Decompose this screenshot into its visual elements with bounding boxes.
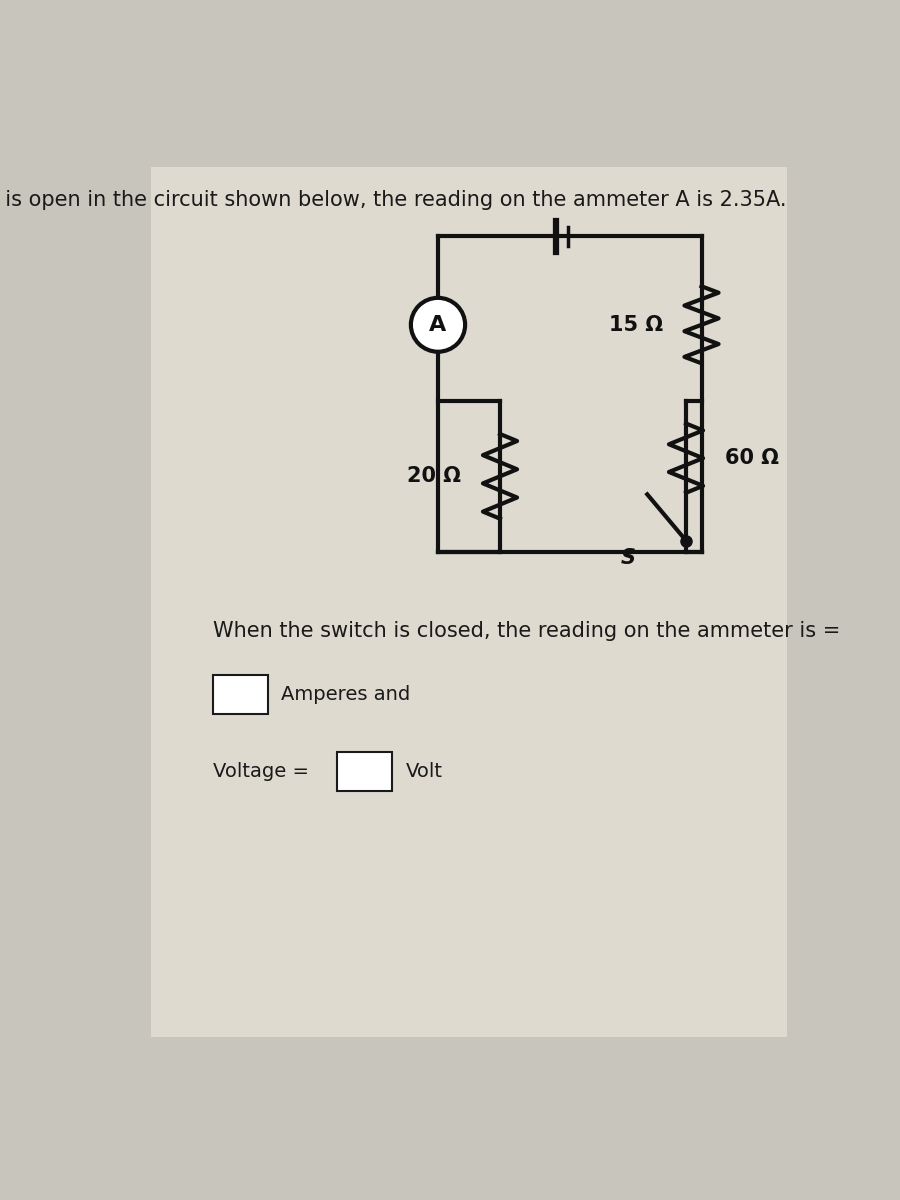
Circle shape [411,298,465,352]
Text: When the switch is closed, the reading on the ammeter is =: When the switch is closed, the reading o… [213,622,841,641]
Text: 60 Ω: 60 Ω [724,448,778,468]
Bar [213,676,267,714]
Text: A: A [429,314,446,335]
Text: Voltage =: Voltage = [213,762,310,781]
Text: 20 Ω: 20 Ω [407,467,461,486]
Text: When the switch S is open in the circuit shown below, the reading on the ammeter: When the switch S is open in the circuit… [0,190,787,210]
Text: Amperes and: Amperes and [282,685,410,704]
Text: 15 Ω: 15 Ω [608,314,662,335]
Text: S: S [621,548,635,569]
Bar [338,752,392,791]
Text: Volt: Volt [405,762,443,781]
